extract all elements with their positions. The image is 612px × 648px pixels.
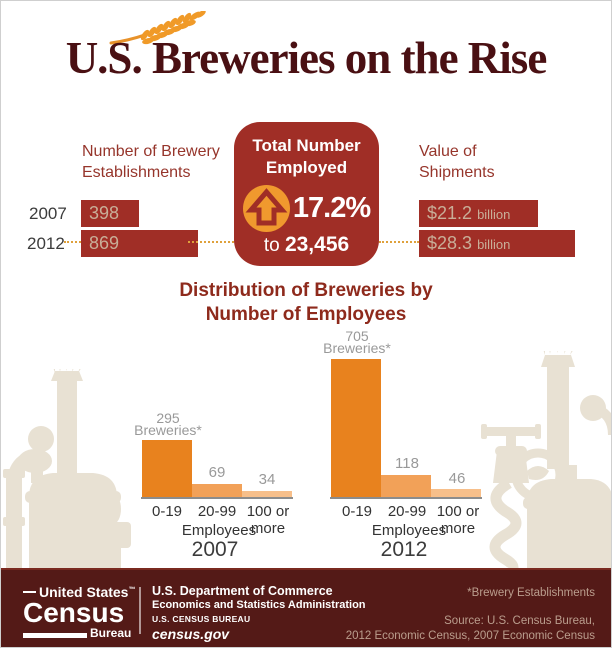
source-line-2: 2012 Economic Census, 2007 Economic Cens… <box>345 630 595 642</box>
year-2012: 2012 <box>380 538 428 561</box>
brewery-silhouette-left-icon <box>3 369 131 571</box>
page-title: U.S. Breweries on the Rise <box>65 33 548 83</box>
census-gov-link[interactable]: census.gov <box>152 626 230 642</box>
establishments-year-2007: 2007 <box>29 204 67 223</box>
dotted-connector-left <box>188 241 234 243</box>
employment-total: to 23,456 <box>263 233 350 256</box>
establishments-year-2012: 2012 <box>27 234 65 253</box>
cat-2007-0-19: 0-19 <box>151 503 183 520</box>
source-line-1: Source: U.S. Census Bureau, <box>444 615 595 627</box>
cat-2012-0-19: 0-19 <box>341 503 373 520</box>
cat-2007-100-more: 100 or more <box>246 503 290 537</box>
brewery-silhouette-right-icon <box>481 351 611 571</box>
department-block: U.S. Department of Commerce Economics an… <box>152 584 366 642</box>
xlabel-2007: Employees <box>181 522 257 539</box>
distribution-title: Distribution of Breweries by Number of E… <box>179 280 433 325</box>
dotted-connector-left-small <box>64 241 81 243</box>
cat-2012-20-99: 20-99 <box>387 503 427 520</box>
footer: United States™ Census Bureau U.S. Depart… <box>1 568 611 647</box>
bar-2012-100-more <box>431 489 481 498</box>
shipments-bar-2007: $21.2 billion <box>419 200 538 227</box>
axis-2012 <box>330 497 482 499</box>
footer-notes: *Brewery Establishments Source: U.S. Cen… <box>346 586 595 644</box>
employment-header: Total Number Employed <box>252 136 361 177</box>
value-2007-100-more: 34 <box>258 471 276 488</box>
brewery-establishments-note: *Brewery Establishments <box>467 587 595 599</box>
wheat-sprig-icon <box>109 11 206 45</box>
value-2007-20-99: 69 <box>208 464 226 481</box>
establishments-bar-2007: 398 <box>81 200 139 227</box>
up-arrow-icon <box>242 185 290 232</box>
shipments-bar-2012: $28.3 billion <box>419 230 575 257</box>
establishments-header: Number of Brewery Establishments <box>82 143 220 181</box>
footer-divider <box>139 587 141 634</box>
cat-2007-20-99: 20-99 <box>197 503 237 520</box>
annotation-2007: 295 Breweries* <box>134 410 202 438</box>
logo-line-icon <box>23 591 36 593</box>
bar-2012-20-99 <box>381 475 431 498</box>
annotation-2012: 705 Breweries* <box>323 328 391 356</box>
census-logo: United States™ Census Bureau <box>23 584 136 640</box>
census-wordmark: Census <box>23 597 125 628</box>
cat-2012-100-more: 100 or more <box>436 503 480 537</box>
distribution-charts <box>1 331 611 498</box>
value-2012-100-more: 46 <box>448 470 466 487</box>
xlabel-2012: Employees <box>371 522 447 539</box>
bar-2007-0-19 <box>142 440 192 498</box>
year-2007: 2007 <box>191 538 239 561</box>
bar-2007-100-more <box>242 491 292 498</box>
employment-badge: Total Number Employed 17.2% to 23,456 <box>234 122 379 266</box>
employment-pct: 17.2% <box>292 192 371 224</box>
logo-underline-icon <box>23 633 87 638</box>
axis-2007 <box>141 497 293 499</box>
dotted-connector-right <box>379 241 419 243</box>
bar-2012-0-19 <box>331 359 381 498</box>
value-2012-20-99: 118 <box>395 455 419 472</box>
shipments-header: Value of Shipments <box>419 143 495 181</box>
establishments-bar-2012: 869 <box>81 230 198 257</box>
bar-2007-20-99 <box>192 484 242 498</box>
